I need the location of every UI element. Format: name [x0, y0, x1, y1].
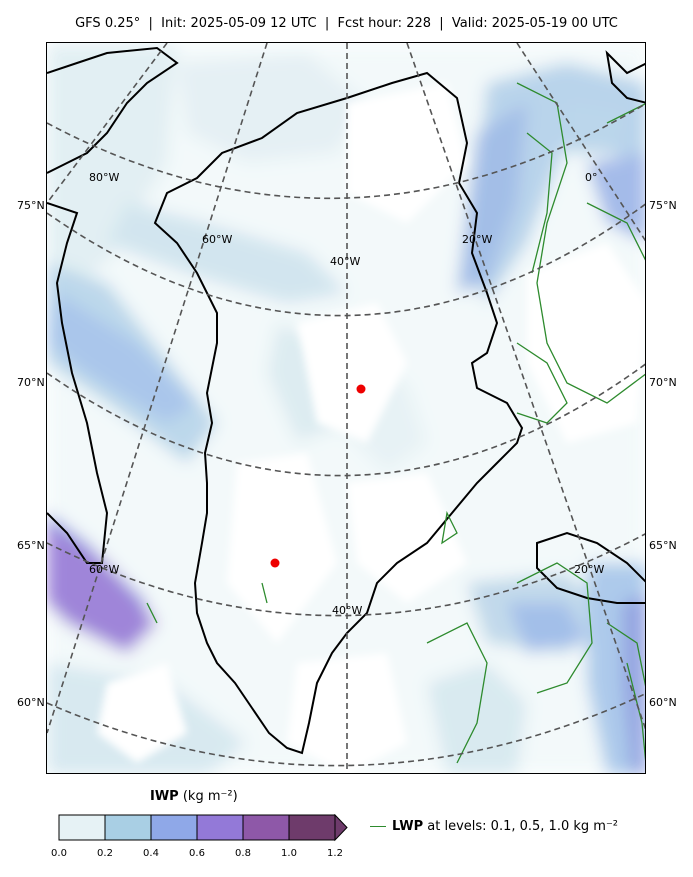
map-canvas: 80°W 60°W 40°W 20°W 0° 60°W 40°W 20°W: [47, 43, 645, 773]
colorbar-tick-label: 0.0: [51, 848, 67, 859]
svalbard-coastline: [605, 50, 645, 104]
iwp-field: [47, 43, 645, 773]
lat-label-right-70: 70°N: [649, 376, 677, 389]
colorbar-variable: IWP: [150, 789, 179, 804]
lon-label-0: 0°: [585, 171, 598, 184]
colorbar-tick-label: 0.8: [235, 848, 251, 859]
baffin-coastline: [47, 202, 109, 564]
lwp-contours: [146, 82, 645, 764]
colorbar-title: IWP (kg m⁻²): [150, 789, 238, 804]
colorbar-tick-label: 0.4: [143, 848, 159, 859]
map-panel[interactable]: 80°W 60°W 40°W 20°W 0° 60°W 40°W 20°W: [46, 42, 646, 774]
lat-label-left-65: 65°N: [17, 539, 45, 552]
lon-label-60w-south: 60°W: [89, 563, 119, 576]
lwp-legend-variable: LWP: [392, 819, 424, 834]
colorbar-tick-label: 1.2: [327, 848, 343, 859]
lon-label-40w-south: 40°W: [332, 604, 362, 617]
lwp-legend-text: at levels: 0.1, 0.5, 1.0 kg m⁻²: [423, 819, 619, 834]
lat-label-left-75: 75°N: [17, 199, 45, 212]
lat-label-right-65: 65°N: [649, 539, 677, 552]
lat-label-left-60: 60°N: [17, 696, 45, 709]
colorbar-units: (kg m⁻²): [182, 789, 238, 804]
ellesmere-coastline: [47, 46, 179, 174]
lon-label-20w-north: 20°W: [462, 233, 492, 246]
greenland-coastline: [153, 71, 524, 755]
colorbar-tick-label: 1.0: [281, 848, 297, 859]
colorbar-segment: [242, 814, 290, 841]
lat-label-right-75: 75°N: [649, 199, 677, 212]
colorbar-segment: [288, 814, 336, 841]
colorbar-segment: [104, 814, 152, 841]
lat-label-right-60: 60°N: [649, 696, 677, 709]
station-marker-south: [270, 558, 280, 568]
station-marker-north: [356, 384, 366, 394]
lat-label-left-70: 70°N: [17, 376, 45, 389]
graticule: [47, 43, 645, 773]
lon-label-80w: 80°W: [89, 171, 119, 184]
iceland-coastline: [536, 531, 645, 604]
map-title: GFS 0.25° | Init: 2025-05-09 12 UTC | Fc…: [75, 16, 618, 31]
lon-labels: 80°W 60°W 40°W 20°W 0° 60°W 40°W 20°W: [89, 171, 604, 617]
colorbar-segment: [196, 814, 244, 841]
lwp-legend-swatch: [370, 826, 386, 827]
colorbar-segment: [58, 814, 106, 841]
lwp-legend-label: LWP at levels: 0.1, 0.5, 1.0 kg m⁻²: [392, 819, 618, 834]
colorbar-segment: [150, 814, 198, 841]
lon-label-20w-south: 20°W: [574, 563, 604, 576]
lon-label-60w-north: 60°W: [202, 233, 232, 246]
colorbar-tick-label: 0.2: [97, 848, 113, 859]
colorbar-tick-label: 0.6: [189, 848, 205, 859]
lon-label-40w-north: 40°W: [330, 255, 360, 268]
colorbar: [58, 814, 348, 842]
